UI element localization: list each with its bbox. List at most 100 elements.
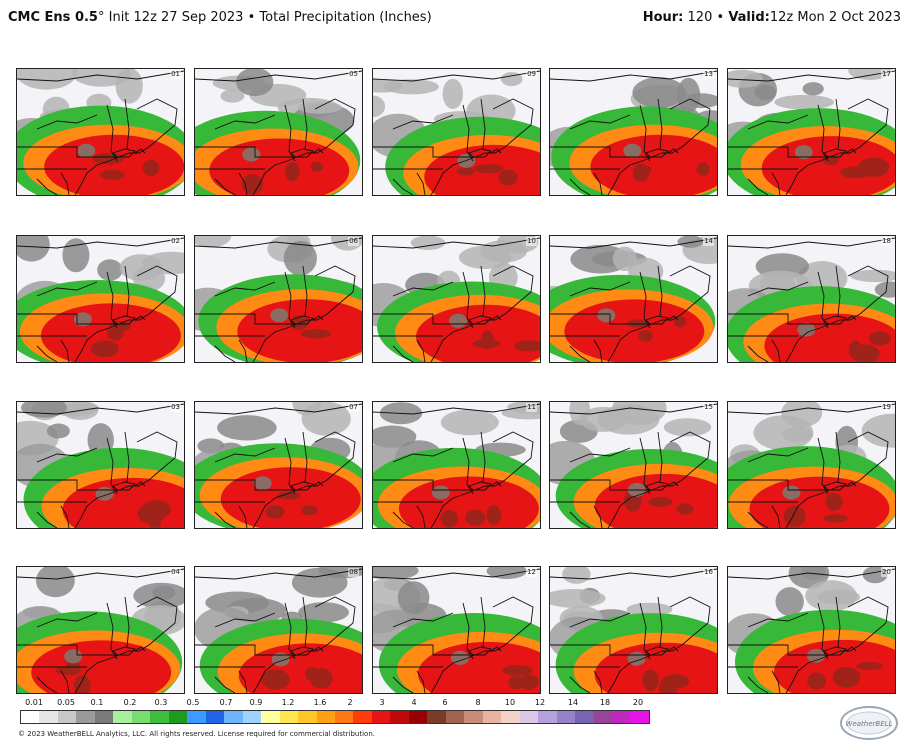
precip-heavy-cell [261,669,290,690]
coastline [430,485,486,528]
state-border [195,644,305,656]
long-island-outline [290,481,314,491]
precipitation-map [195,236,362,362]
precipitation-map [17,69,184,195]
bay-outline [60,505,70,528]
colorbar-swatch [334,711,354,723]
member-number: 10 [526,237,537,246]
bay-outline [747,676,769,693]
colorbar-tick: 0.5 [186,698,200,707]
precip-extreme-cell [73,312,92,327]
precip-heavy-cell [90,340,119,358]
border-line [550,403,717,415]
state-border [817,602,829,660]
coastline [252,485,308,528]
colorbar-swatch [131,711,151,723]
precip-heavy-cell [300,329,332,339]
bay-outline [593,505,603,528]
state-border [124,98,130,150]
light-precip-area [500,72,523,87]
precipitation-map [195,69,362,195]
lake-shore [214,114,276,130]
coastline [430,319,486,362]
colorbar-swatch [408,711,428,723]
cape-cod-outline [667,148,679,154]
colorbar-swatch [464,711,483,723]
coastline [74,152,130,195]
bay-outline [569,345,591,362]
precip-extreme-cell [623,143,642,158]
bay-outline [747,511,769,528]
long-island-outline [290,315,314,325]
state-border [373,313,483,325]
colorbar-tick: 0.2 [123,698,137,707]
coastline [252,152,308,195]
bay-outline [392,676,414,693]
colorbar-tick-labels: 0.01 0.05 0.1 0.2 0.3 0.5 0.7 0.9 1.2 1.6 2 3 4 6 8 10 1… [20,698,650,710]
state-border [657,596,663,648]
state-border [302,265,308,317]
member-number: 01 [170,70,181,79]
state-border [817,437,829,495]
light-precip-area [17,236,50,262]
cape-cod-outline [490,148,502,154]
colorbar-swatch [113,711,132,723]
border-line [373,70,540,82]
state-border [657,98,663,150]
state-border [195,313,305,325]
precip-heavy-cell [99,170,125,180]
state-border [373,479,483,491]
precipitation-map [373,69,540,195]
state-border [17,146,127,158]
coastline [430,152,486,195]
precip-heavy-cell [807,672,827,690]
state-border [550,479,660,491]
light-precip-area [373,567,419,580]
bay-outline [238,505,248,528]
colorbar-swatch [593,711,612,723]
cape-cod-outline [312,481,324,487]
state-border [302,98,308,150]
coastline [129,265,178,321]
member-number: 13 [703,70,714,79]
coastline [840,596,889,652]
state-border [195,479,305,491]
bay-outline [36,178,58,195]
precipitation-map [728,402,895,528]
coastline [307,596,356,652]
member-panel: 01 [16,68,185,196]
lake-shore [214,612,276,628]
border-line [17,237,184,249]
precip-heavy-cell [465,509,486,526]
long-island-outline [468,481,492,491]
precip-heavy-cell [107,325,124,341]
colorbar-swatch [279,711,299,723]
precip-heavy-cell [825,493,843,511]
cape-cod-outline [490,481,502,487]
colorbar-tick: 18 [599,698,611,707]
state-border [284,437,296,495]
member-number: 02 [170,237,181,246]
border-line [550,568,717,580]
colorbar-swatch [168,711,188,723]
colorbar-swatch [630,711,649,723]
light-precip-area [97,259,123,281]
long-island-outline [823,646,847,656]
colorbar-swatch [390,711,409,723]
lake-shore [214,447,276,463]
colorbar-tick: 0.9 [249,698,263,707]
light-precip-area [373,95,386,118]
coastline [74,319,130,362]
colorbar-swatch [501,711,520,723]
lake-shore [747,612,809,628]
light-precip-area [142,251,184,275]
coastline [485,431,534,487]
precip-heavy-cell [456,167,475,176]
member-number: 11 [526,403,537,412]
light-precip-area [236,69,274,97]
precip-red-core [590,134,717,195]
precip-extreme-cell [806,648,825,663]
border-line [195,237,362,249]
coastline [607,650,663,693]
state-border [550,146,660,158]
